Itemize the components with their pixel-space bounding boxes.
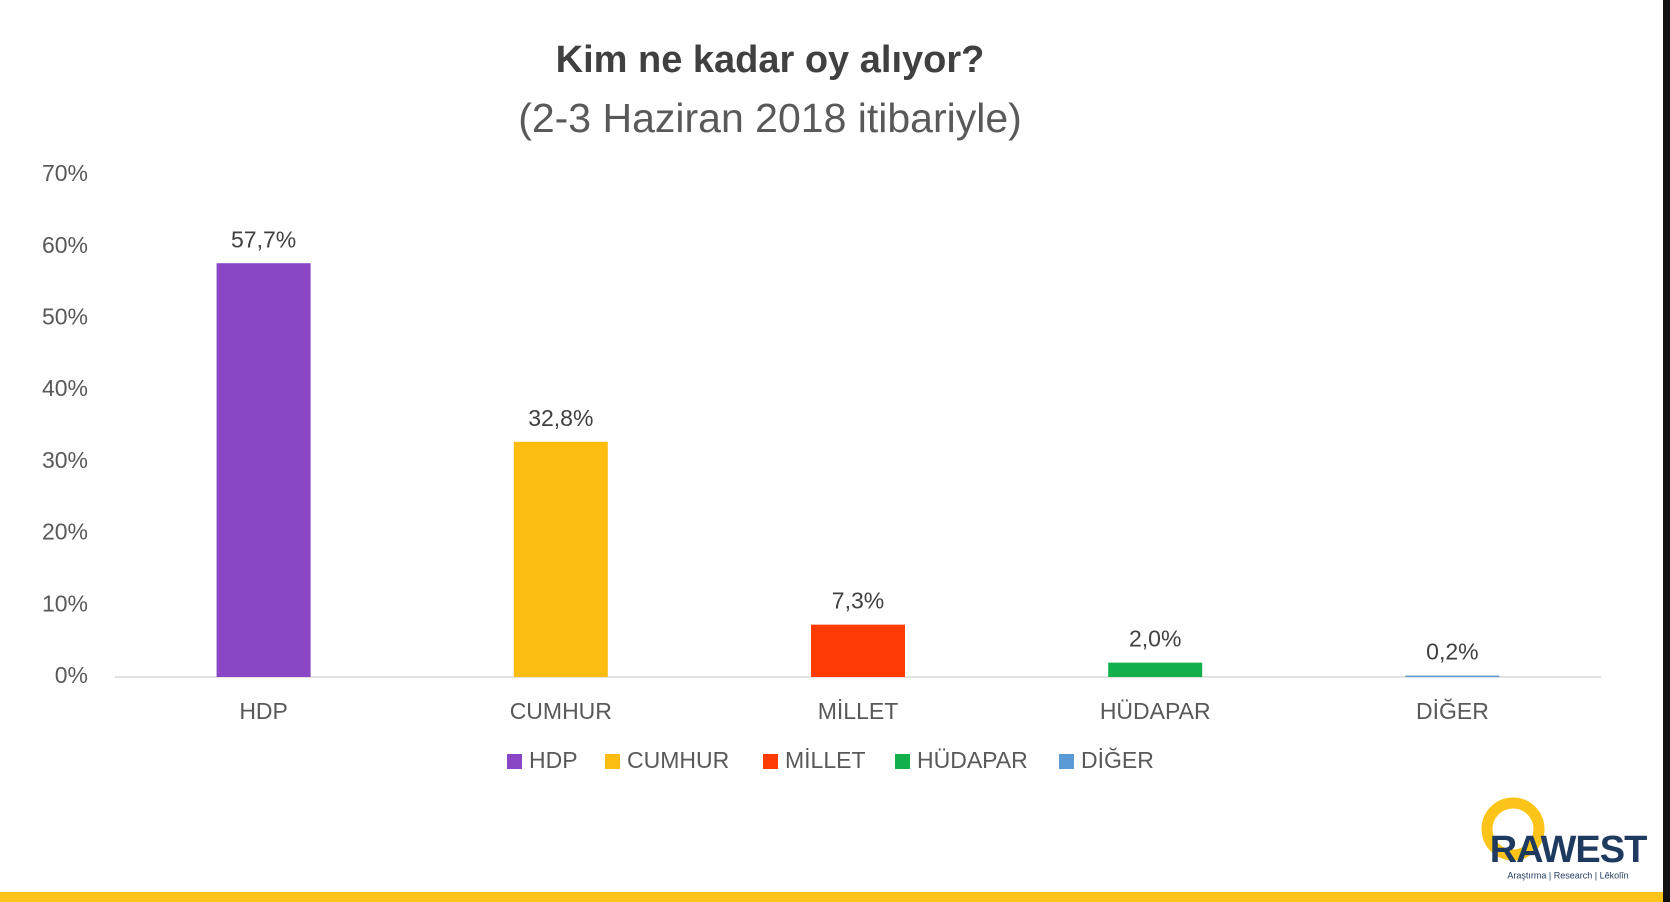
x-tick-label: HÜDAPAR	[1100, 698, 1211, 724]
bottom-stripe	[0, 892, 1663, 902]
data-label: 0,2%	[1426, 639, 1478, 665]
chart-title: Kim ne kadar oy alıyor?	[556, 39, 985, 81]
legend-label: CUMHUR	[627, 747, 729, 773]
data-label: 57,7%	[231, 226, 296, 252]
legend-label: HDP	[529, 747, 578, 773]
legend-swatch	[895, 754, 910, 769]
y-tick-label: 30%	[42, 447, 88, 473]
legend-label: DİĞER	[1081, 747, 1154, 773]
x-tick-label: HDP	[239, 698, 288, 724]
logo-tagline: Araştırma | Research | Lêkolîn	[1507, 870, 1628, 880]
logo-ring	[1481, 797, 1545, 861]
bar	[1405, 675, 1500, 677]
bar	[513, 441, 608, 677]
legend-swatch	[1059, 754, 1074, 769]
data-label: 32,8%	[528, 405, 593, 431]
y-tick-label: 70%	[42, 160, 88, 186]
y-tick-label: 50%	[42, 304, 88, 330]
y-tick-label: 0%	[55, 662, 88, 688]
bar	[811, 624, 905, 677]
legend-label: MİLLET	[785, 747, 866, 773]
legend-swatch	[507, 754, 522, 769]
x-tick-label: CUMHUR	[510, 698, 612, 724]
legend-swatch	[605, 754, 620, 769]
data-label: 7,3%	[832, 588, 884, 614]
bar	[1108, 662, 1203, 677]
logo-name: RAWEST	[1490, 829, 1647, 871]
x-tick-label: DİĞER	[1416, 698, 1489, 724]
y-tick-label: 10%	[42, 590, 88, 616]
x-tick-label: MİLLET	[818, 698, 899, 724]
y-tick-label: 60%	[42, 232, 88, 258]
data-label: 2,0%	[1129, 626, 1181, 652]
bar	[216, 263, 311, 677]
y-tick-label: 20%	[42, 519, 88, 545]
right-border	[1663, 0, 1670, 902]
legend-swatch	[763, 754, 778, 769]
y-tick-label: 40%	[42, 375, 88, 401]
legend-label: HÜDAPAR	[917, 747, 1028, 773]
chart-subtitle: (2-3 Haziran 2018 itibariyle)	[518, 95, 1022, 141]
